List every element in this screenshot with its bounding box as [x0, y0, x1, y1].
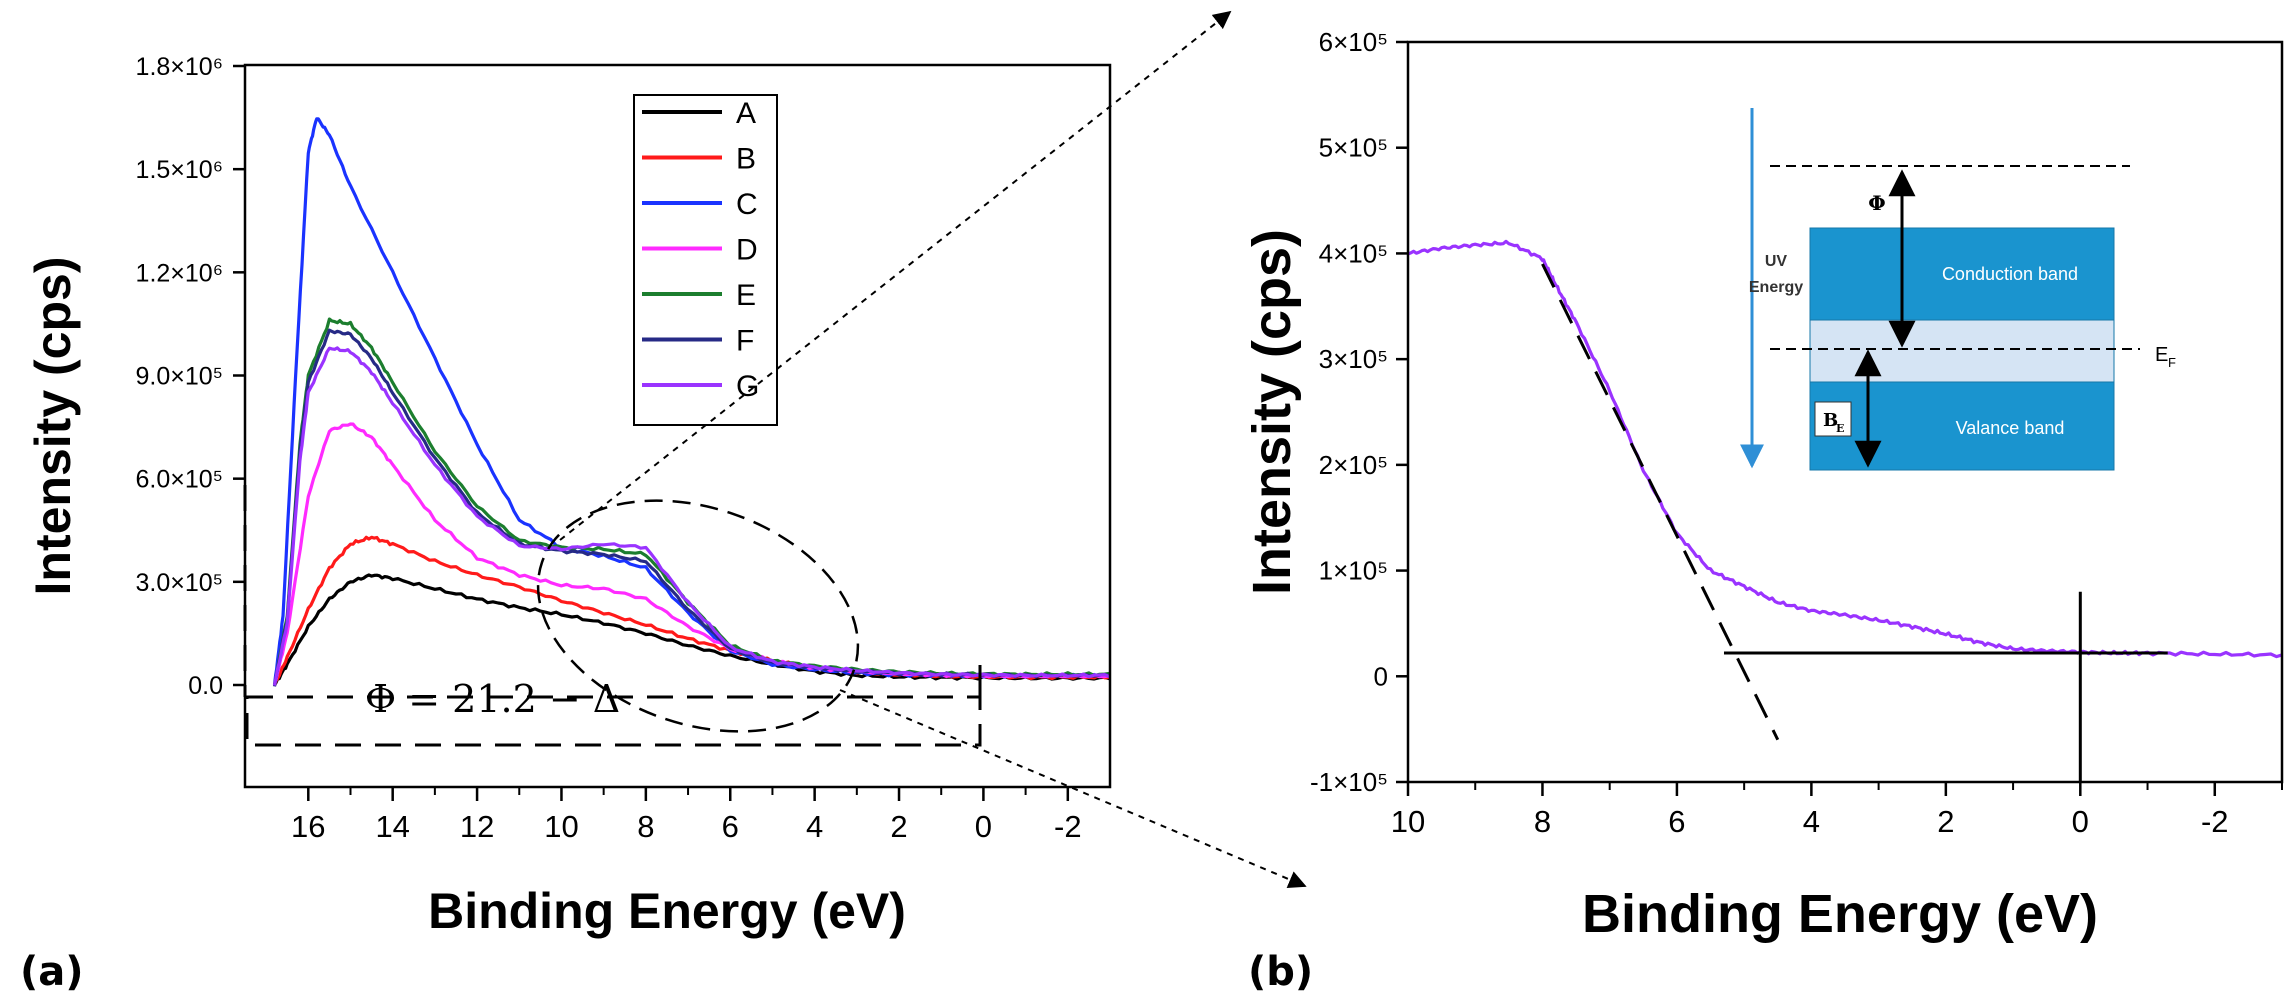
panel-b-frame [1406, 40, 2284, 784]
x-tick-label: 2 [1937, 804, 1954, 839]
panel-b-y-axis-title: Intensity (cps) [1242, 229, 1302, 595]
panel-a-frame [243, 63, 1112, 789]
be-label: B [1823, 410, 1838, 431]
y-tick-label: 6×10⁵ [1319, 27, 1388, 57]
x-tick-label: 12 [460, 809, 494, 844]
x-tick-label: 16 [291, 809, 325, 844]
y-tick-label: 1.8×10⁶ [136, 53, 223, 81]
y-tick-label: 9.0×10⁵ [135, 363, 223, 391]
y-tick-label: 0 [1374, 661, 1388, 691]
y-tick-label: 1×10⁵ [1319, 556, 1388, 586]
x-tick-label: -2 [2201, 804, 2229, 839]
x-tick-label: 2 [890, 809, 907, 844]
conduction-band-label: Conduction band [1942, 264, 2078, 284]
x-tick-label: 8 [637, 809, 654, 844]
panel-a-label: (a) [20, 949, 84, 995]
y-tick-label: -1×10⁵ [1310, 767, 1388, 797]
zoom-region-ellipse [536, 499, 860, 733]
y-tick-label: 6.0×10⁵ [135, 466, 223, 494]
panel-a-chart: 16 14 12 10 8 6 4 2 0 -2 0.0 3.0×10⁵ 6.0×10⁵ 9.0×10⁵… [20, 10, 1307, 995]
legend-label-d: D [736, 234, 758, 267]
legend-label-c: C [736, 188, 758, 221]
x-tick-label: 0 [975, 809, 992, 844]
y-tick-label: 3.0×10⁵ [135, 569, 223, 597]
fermi-label: E [2155, 344, 2168, 366]
panel-b-chart: 10 8 6 4 2 0 -2 -1×10⁵ 0 1×10⁵ 2×10⁵ 3×10⁵ 4×10⁵ 5×1… [1242, 27, 2284, 995]
x-tick-label: 6 [1668, 804, 1685, 839]
x-tick-label: 14 [375, 809, 409, 844]
zoom-arrow-bottom [839, 689, 1307, 889]
legend-label-f: F [736, 325, 754, 358]
legend-label-e: E [736, 279, 756, 312]
panel-a-y-axis-title: Intensity (cps) [25, 257, 81, 596]
be-subscript: E [1836, 422, 1844, 435]
band-diagram-inset: UV Energy Conduction band Valance band Φ… [1740, 108, 2176, 471]
phi-symbol: Φ [1868, 191, 1885, 215]
series-line-d [273, 422, 1110, 685]
y-tick-label: 2×10⁵ [1319, 450, 1388, 480]
y-tick-label: 1.5×10⁶ [136, 156, 223, 184]
legend-label-g: G [736, 370, 759, 403]
legend-label-b: B [736, 143, 756, 176]
legend-label-a: A [736, 97, 756, 130]
panel-b-label: (b) [1248, 949, 1313, 995]
legend-box [633, 94, 778, 426]
x-tick-label: 10 [544, 809, 578, 844]
x-tick-label: 4 [806, 809, 823, 844]
phi-formula: Φ = 21.2 − Δ [365, 677, 620, 721]
y-tick-label: 5×10⁵ [1319, 133, 1388, 163]
y-tick-label: 0.0 [188, 672, 223, 700]
valence-band-label: Valance band [1956, 418, 2065, 438]
y-tick-label: 4×10⁵ [1319, 238, 1388, 268]
be-label-box [1814, 401, 1852, 437]
fermi-subscript: F [2168, 355, 2176, 370]
x-tick-label: 10 [1391, 804, 1425, 839]
band-gap [1809, 319, 2115, 383]
x-tick-label: 4 [1803, 804, 1820, 839]
series-line-b-g [1408, 239, 2282, 659]
x-tick-label: 6 [722, 809, 739, 844]
uv-label-line1: UV [1765, 253, 1788, 270]
panel-b-x-axis-title: Binding Energy (eV) [1582, 884, 2098, 944]
y-tick-label: 3×10⁵ [1319, 344, 1388, 374]
series-line-f [272, 328, 1110, 687]
panel-a-x-axis-title: Binding Energy (eV) [428, 883, 906, 939]
zoom-arrow-top [559, 10, 1232, 541]
x-tick-label: 0 [2072, 804, 2089, 839]
x-tick-label: 8 [1534, 804, 1551, 839]
phi-dashed-box [245, 695, 982, 747]
uv-label-line2: Energy [1749, 279, 1803, 296]
x-tick-label: -2 [1054, 809, 1082, 844]
y-tick-label: 1.2×10⁶ [136, 259, 223, 287]
series-line-g [272, 346, 1110, 686]
tangent-line [1541, 263, 1780, 741]
